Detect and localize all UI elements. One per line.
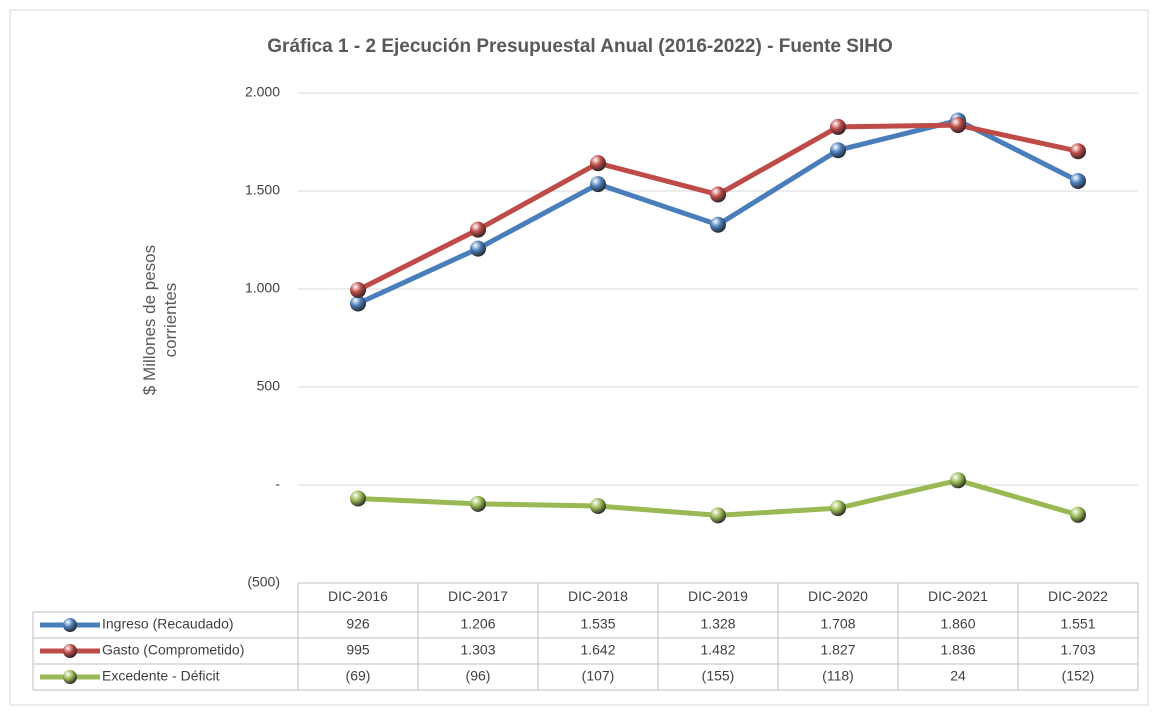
table-value: 1.836 [940,642,975,658]
x-tick-label: DIC-2019 [688,588,748,604]
table-value: 1.551 [1060,616,1095,632]
y-tick-label: - [275,476,280,492]
series-marker [830,142,846,159]
x-tick-label: DIC-2020 [808,588,868,604]
table-value: 1.642 [580,642,615,658]
series-marker [710,507,726,524]
series-marker [590,176,606,193]
chart-border [9,9,1149,706]
x-tick-label: DIC-2018 [568,588,628,604]
y-tick-label: 1.500 [245,182,280,198]
table-value: (107) [582,668,615,684]
legend-label: Excedente - Déficit [102,668,220,684]
x-tick-label: DIC-2021 [928,588,988,604]
legend-marker [63,644,77,658]
table-value: 1.206 [460,616,495,632]
series-marker [470,221,486,238]
series-line [356,117,1080,306]
series-marker [350,490,366,507]
series-marker [710,186,726,203]
table-value: 1.827 [820,642,855,658]
series-marker [1070,143,1086,160]
legend-label: Ingreso (Recaudado) [102,616,234,632]
series-marker [470,495,486,512]
legend-label: Gasto (Comprometido) [102,642,244,658]
series-marker [1070,506,1086,523]
table-value: 995 [346,642,370,658]
table-value: (152) [1062,668,1095,684]
series-marker [830,118,846,135]
chart-title: Gráfica 1 - 2 Ejecución Presupuestal Anu… [267,36,892,57]
table-value: (118) [822,668,854,684]
x-tick-label: DIC-2016 [328,588,388,604]
series-marker [350,281,366,298]
x-tick-label: DIC-2017 [448,588,508,604]
series-marker [710,216,726,233]
table-value: 1.303 [460,642,495,658]
y-tick-label: (500) [247,574,280,590]
series-marker [590,155,606,172]
table-value: 1.708 [820,616,855,632]
series-marker [950,117,966,134]
y-tick-label: 500 [257,378,281,394]
series-marker [350,295,366,312]
legend-marker [63,670,77,684]
table-value: 926 [346,616,370,632]
table-value: (155) [702,668,735,684]
legend-marker [63,618,77,632]
series-marker [590,497,606,514]
table-value: 1.328 [700,616,735,632]
table-value: 1.482 [700,642,735,658]
y-tick-label: 1.000 [245,280,280,296]
table-value: (69) [346,668,371,684]
x-tick-label: DIC-2022 [1048,588,1108,604]
series-marker [950,472,966,489]
series-line [356,122,1079,293]
table-value: 1.535 [580,616,615,632]
y-tick-label: 2.000 [245,84,280,100]
series-marker [470,240,486,257]
series-marker [1070,173,1086,190]
table-value: (96) [466,668,491,684]
table-value: 24 [950,668,966,684]
y-axis-label: $ Millones de pesos corrientes [140,244,180,396]
table-value: 1.860 [940,616,975,632]
table-value: 1.703 [1060,642,1095,658]
series-marker [830,500,846,517]
